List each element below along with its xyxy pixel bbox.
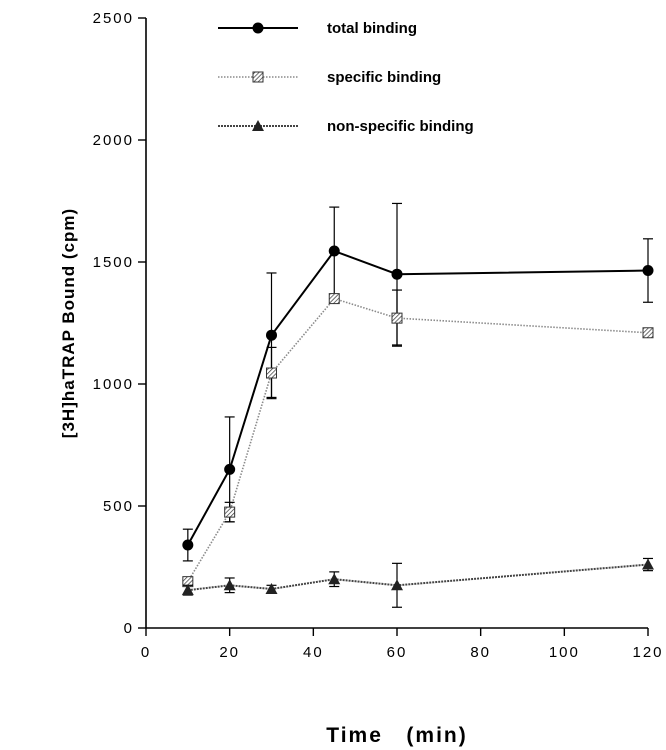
legend-label: specific binding	[327, 69, 441, 86]
data-point	[266, 367, 277, 379]
data-point	[391, 579, 403, 591]
x-tick-label: 120	[632, 644, 663, 661]
legend-marker	[252, 120, 264, 131]
x-tick-label: 80	[470, 644, 491, 661]
x-ticks: 0 20 40 60 80 100 120	[141, 628, 663, 661]
data-point	[181, 584, 194, 596]
x-tick-label: 60	[387, 644, 408, 661]
data-point	[182, 539, 194, 551]
data-point	[223, 579, 236, 591]
y-tick-label: 1500	[93, 254, 134, 271]
x-tick-label: 0	[141, 644, 151, 661]
series-group	[181, 202, 654, 608]
series-2	[181, 557, 654, 608]
series-line	[187, 563, 649, 592]
data-point	[265, 582, 278, 594]
data-point	[224, 506, 236, 518]
legend-label: non-specific binding	[327, 118, 474, 135]
data-point	[642, 265, 654, 277]
series-0	[182, 202, 654, 562]
legend-marker	[252, 22, 264, 34]
legend: total binding specific binding non-specifi…	[218, 20, 474, 135]
y-tick-label: 2500	[93, 10, 134, 27]
y-axis-label: [3H]haTRAP Bound (cpm)	[59, 208, 78, 438]
series-line	[187, 297, 649, 583]
series-line	[186, 249, 649, 546]
data-point	[328, 245, 340, 257]
y-ticks: 0 500 1000 1500 2000 2500	[93, 10, 146, 637]
legend-label: total binding	[327, 20, 417, 37]
legend-marker	[252, 71, 264, 83]
data-point	[642, 327, 654, 339]
data-point	[328, 573, 341, 585]
data-point	[642, 558, 654, 570]
x-tick-label: 20	[219, 644, 240, 661]
y-tick-label: 500	[103, 498, 134, 515]
data-point	[391, 312, 403, 324]
y-tick-label: 0	[124, 620, 134, 637]
y-tick-label: 2000	[93, 132, 134, 149]
data-point	[328, 293, 340, 305]
data-point	[391, 268, 403, 280]
series-1	[182, 289, 654, 588]
x-tick-label: 40	[303, 644, 324, 661]
data-point	[266, 329, 277, 341]
y-tick-label: 1000	[93, 376, 134, 393]
x-axis-label: Time (min)	[326, 724, 467, 747]
x-tick-label: 100	[549, 644, 580, 661]
data-point	[224, 463, 236, 475]
